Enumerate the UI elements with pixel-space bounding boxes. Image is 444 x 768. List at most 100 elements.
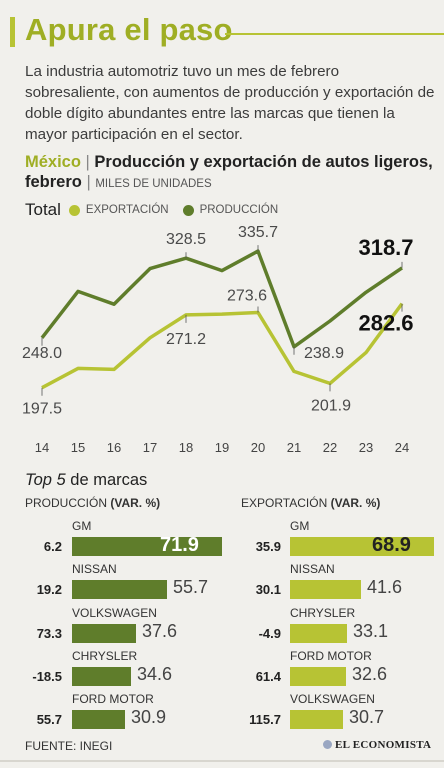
top5-title-italic: Top 5 — [25, 471, 66, 489]
brand-variation: 55.7 — [36, 712, 62, 727]
brand-bar — [290, 710, 343, 729]
top5-title-rest: de marcas — [65, 471, 148, 489]
brand-variation: 115.7 — [249, 712, 281, 727]
brand-name: GM — [290, 519, 310, 533]
chart-title-country: México — [25, 153, 81, 171]
chart-title-separator-2: | — [86, 173, 91, 191]
export-brand-row: GM 35.9 68.9 — [0, 519, 444, 561]
brand-bar — [72, 624, 136, 643]
export-column-head: EXPORTACIÓN (VAR. %) — [241, 496, 380, 510]
brand-value-label: 33.1 — [353, 621, 389, 641]
export-brand-row: VOLKSWAGEN 115.7 30.7 — [0, 692, 444, 734]
brand-bar — [290, 667, 346, 686]
brand-variation: -4.9 — [258, 626, 281, 641]
production-data-label: 328.5 — [166, 231, 206, 248]
export-brand-row: FORD MOTOR 61.4 32.6 — [0, 649, 444, 691]
brand-variation: 19.2 — [36, 582, 62, 597]
export-brand-row: CHRYSLER -4.9 33.1 — [0, 606, 444, 648]
top5-title: Top 5 de marcas — [25, 471, 147, 490]
x-tick-label: 21 — [287, 440, 301, 455]
brand-value-label: 71.9 — [160, 534, 199, 556]
chart-title: México | Producción y exportación de aut… — [25, 152, 435, 194]
production-brand-row: NISSAN 19.2 55.7 — [0, 562, 444, 604]
brand-bar — [72, 580, 167, 599]
export-head-label: EXPORTACIÓN — [241, 496, 328, 510]
brand-name: FORD MOTOR — [72, 692, 154, 706]
production-line — [40, 249, 403, 349]
brand-bar — [290, 624, 347, 643]
chart-title-main: Producción y exportación de autos ligero… — [25, 153, 433, 191]
x-tick-label: 24 — [395, 440, 409, 455]
x-tick-label: 17 — [143, 440, 157, 455]
brand-name: VOLKSWAGEN — [290, 692, 375, 706]
line-chart: 248.0 328.5 335.7 238.9 318.7 197.5 271.2 273.6… — [22, 225, 414, 455]
brand-variation: -18.5 — [32, 669, 62, 684]
x-tick-label: 23 — [359, 440, 373, 455]
legend-total: Total — [25, 200, 61, 219]
legend-export-label: EXPORTACIÓN — [85, 204, 169, 216]
x-tick-label: 22 — [323, 440, 337, 455]
production-brand-row: CHRYSLER -18.5 34.6 — [0, 649, 444, 691]
export-data-label: 271.2 — [166, 331, 206, 348]
header-rule — [225, 33, 444, 35]
brand-bar — [72, 667, 131, 686]
chart-legend: Total EXPORTACIÓN PRODUCCIÓN — [25, 200, 292, 220]
x-tick-label: 15 — [71, 440, 85, 455]
header-accent-bar — [10, 17, 15, 47]
chart-title-separator: | — [85, 153, 90, 171]
x-tick-label: 14 — [35, 440, 49, 455]
brand-bar — [72, 537, 222, 556]
brand-variation: 30.1 — [255, 582, 281, 597]
header: Apura el paso — [0, 12, 444, 48]
export-line — [41, 302, 404, 390]
production-data-label: 238.9 — [304, 345, 344, 362]
production-data-label: 248.0 — [22, 345, 62, 362]
brand-bar — [290, 580, 361, 599]
brand-variation: 6.2 — [43, 539, 62, 554]
production-data-label: 335.7 — [238, 225, 278, 241]
legend-production-label: PRODUCCIÓN — [199, 204, 279, 216]
brand-variation: 35.9 — [255, 539, 281, 554]
export-data-label: 201.9 — [311, 397, 351, 414]
export-brand-row: NISSAN 30.1 41.6 — [0, 562, 444, 604]
footer-logo-text: EL ECONOMISTA — [335, 739, 432, 751]
brand-value-label: 41.6 — [367, 577, 403, 597]
brand-value-label: 34.6 — [137, 664, 173, 684]
page-title: Apura el paso — [25, 12, 233, 47]
brand-value-label: 68.9 — [372, 534, 411, 556]
export-var-head: (VAR. %) — [330, 496, 381, 510]
legend-export-swatch — [68, 204, 80, 216]
frame-bottom-rule — [0, 760, 444, 762]
logo-icon — [323, 740, 332, 749]
brand-name: FORD MOTOR — [290, 649, 372, 663]
footer-logo: EL ECONOMISTA — [323, 739, 431, 751]
brand-bar — [290, 537, 434, 556]
export-data-label: 282.6 — [358, 311, 413, 336]
brand-variation: 61.4 — [255, 669, 281, 684]
production-brand-row: VOLKSWAGEN 73.3 37.6 — [0, 606, 444, 648]
brand-value-label: 55.7 — [173, 577, 209, 597]
brand-name: NISSAN — [290, 562, 335, 576]
x-tick-label: 16 — [107, 440, 121, 455]
export-data-label: 197.5 — [22, 401, 62, 418]
brand-value-label: 37.6 — [142, 621, 178, 641]
chart-title-unit: MILES DE UNIDADES — [95, 178, 212, 190]
legend-production-swatch — [182, 204, 194, 216]
brand-name: CHRYSLER — [290, 606, 356, 620]
brand-variation: 73.3 — [36, 626, 62, 641]
brand-value-label: 32.6 — [352, 664, 388, 684]
brand-value-label: 30.9 — [131, 707, 167, 727]
brand-value-label: 30.7 — [349, 707, 385, 727]
brand-name: CHRYSLER — [72, 649, 138, 663]
brand-bar — [72, 710, 125, 729]
x-tick-label: 18 — [179, 440, 193, 455]
export-data-label: 273.6 — [227, 288, 267, 305]
production-data-label: 318.7 — [358, 235, 413, 260]
production-brand-row: GM 6.2 71.9 — [0, 519, 444, 561]
x-tick-label: 20 — [251, 440, 265, 455]
x-tick-label: 19 — [215, 440, 229, 455]
production-brand-row: FORD MOTOR 55.7 30.9 — [0, 692, 444, 734]
brand-name: GM — [72, 519, 92, 533]
production-column-head: PRODUCCIÓN (VAR. %) — [25, 496, 160, 510]
